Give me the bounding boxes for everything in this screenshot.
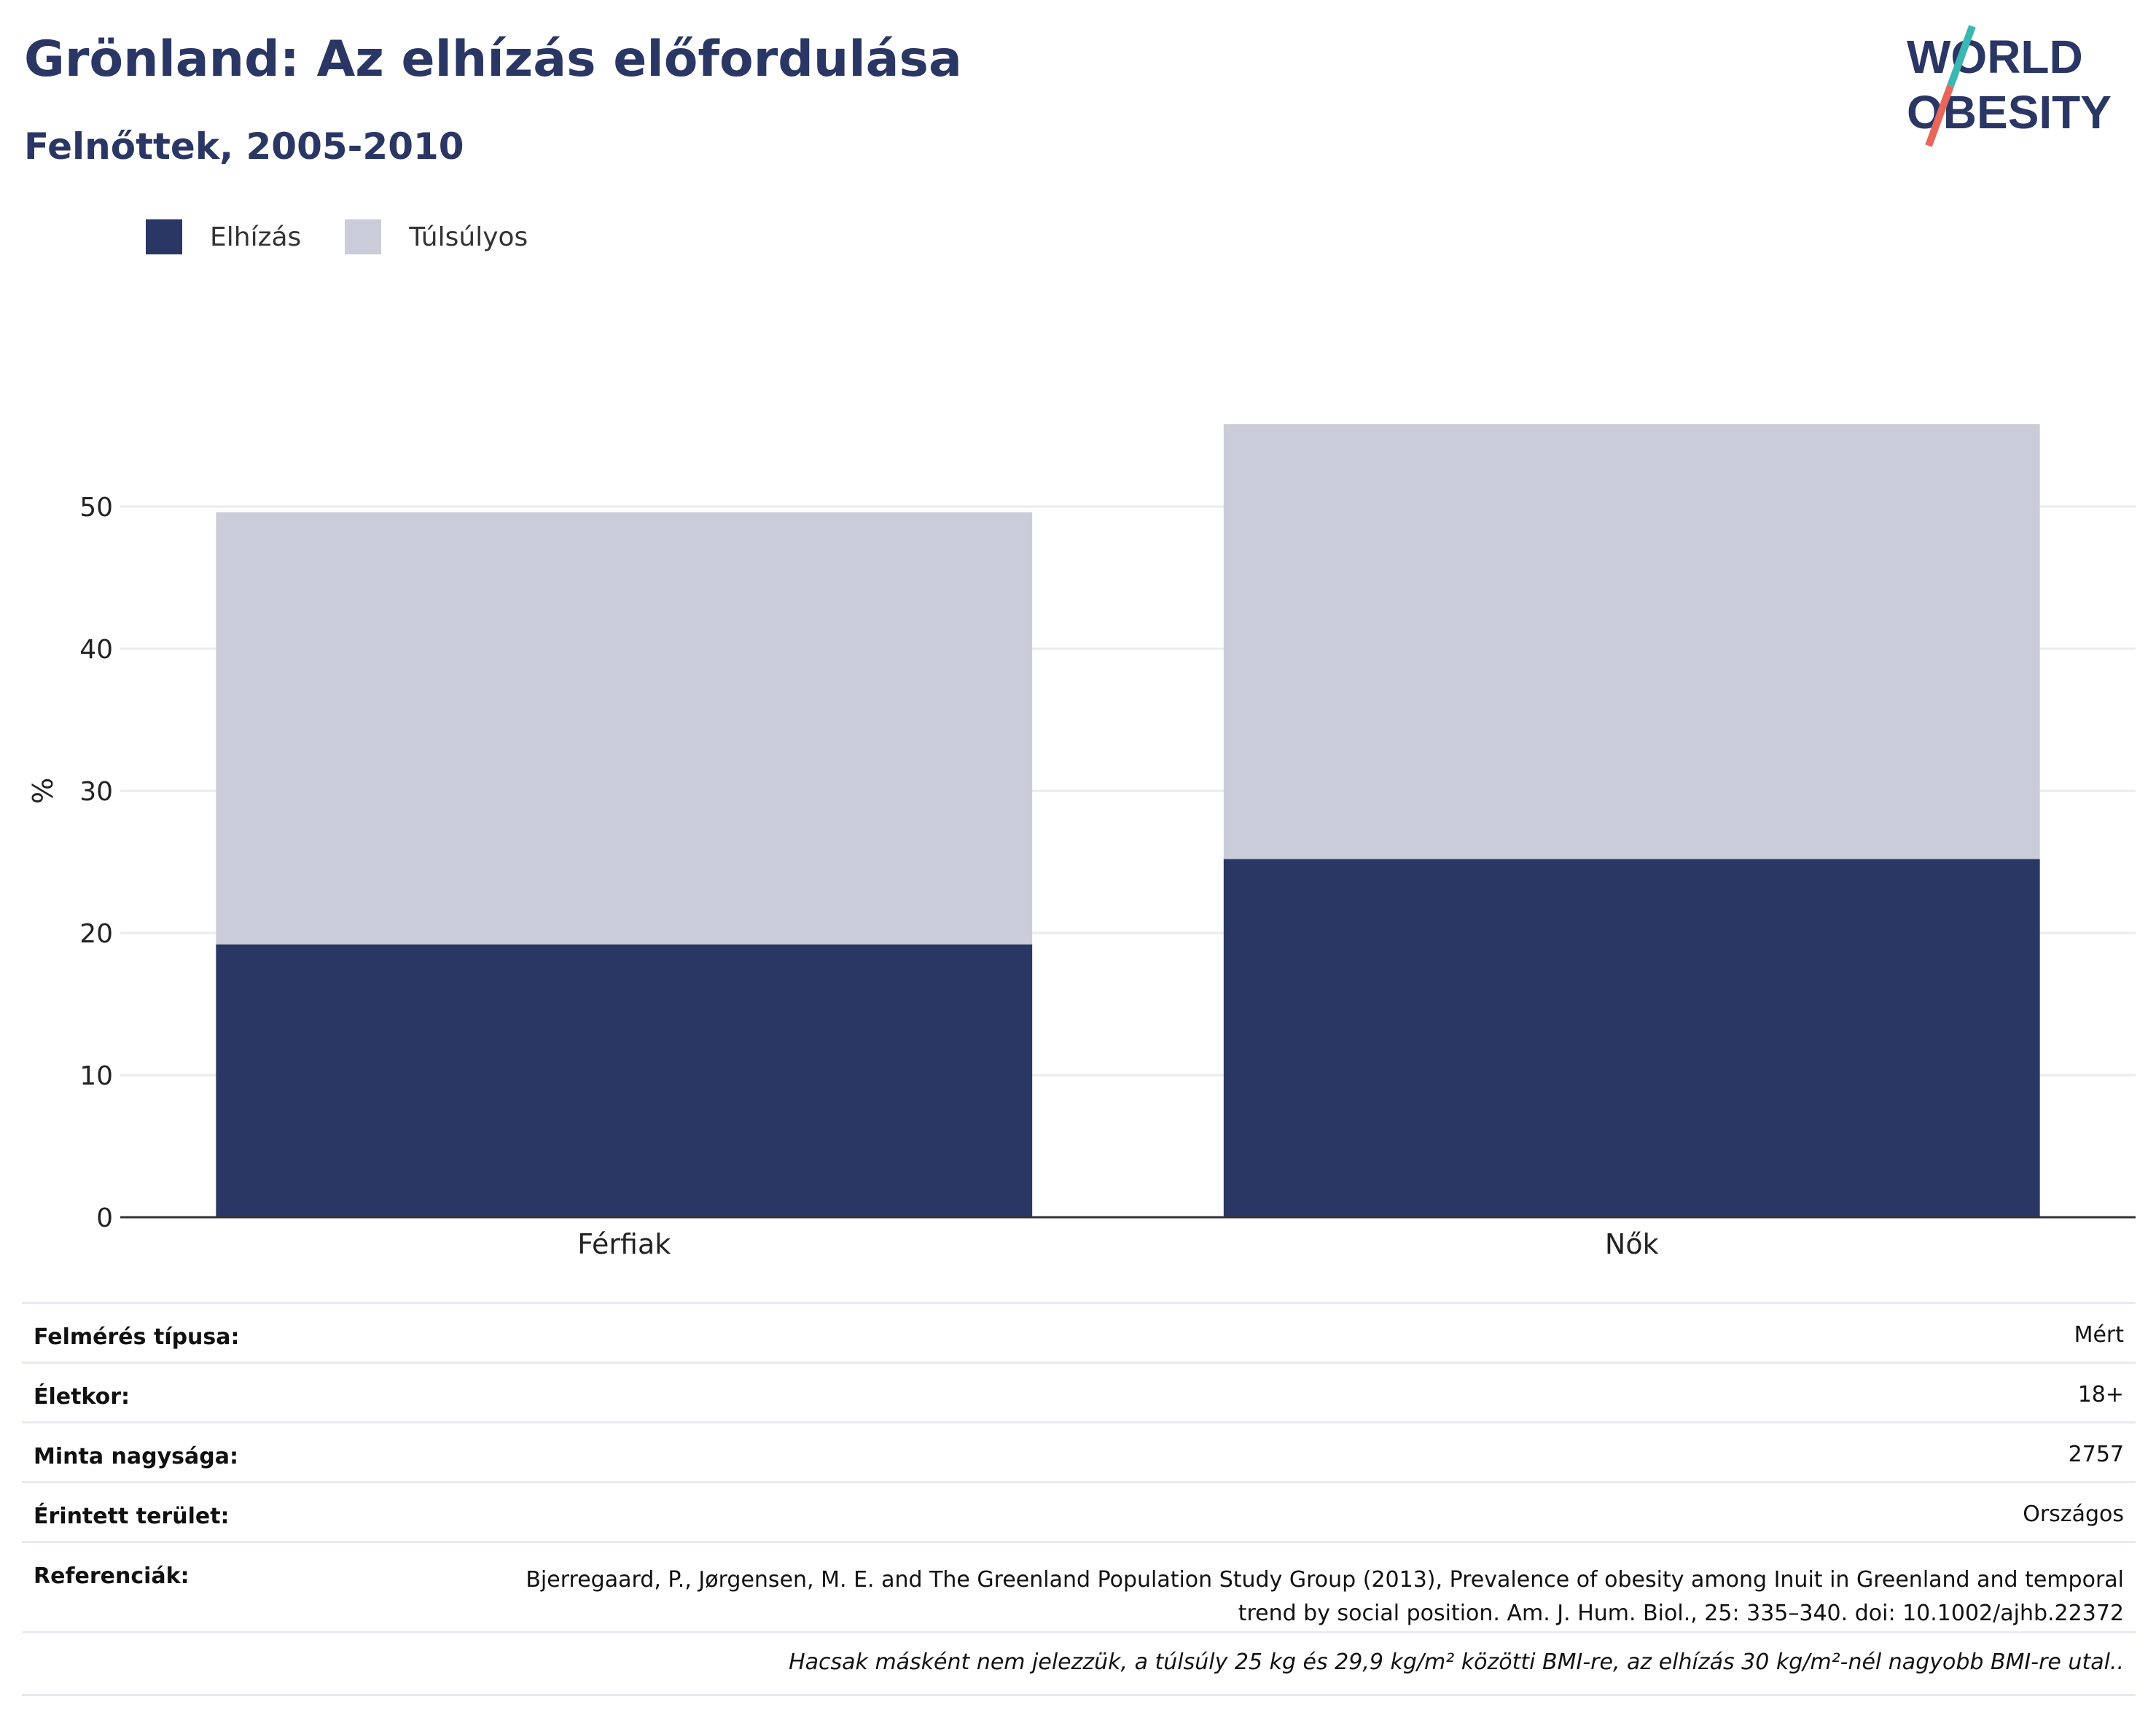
x-tick-label-0: Férfiak bbox=[577, 1228, 671, 1260]
bar-overweight-1 bbox=[1223, 423, 2040, 859]
y-axis-label: % bbox=[27, 778, 59, 804]
info-row-label: Felmérés típusa: bbox=[34, 1324, 240, 1350]
legend-label-obesity: Elhízás bbox=[210, 222, 302, 252]
bar-obesity-0 bbox=[216, 944, 1033, 1217]
bmi-definition-note: Hacsak másként nem jelezzük, a túlsúly 2… bbox=[22, 1631, 2136, 1696]
bar-overweight-0 bbox=[216, 512, 1033, 945]
info-row-label: Referenciák: bbox=[34, 1563, 190, 1589]
chart-title: Grönland: Az elhízás előfordulása bbox=[24, 31, 962, 88]
legend-item-obesity[interactable]: Elhízás bbox=[146, 219, 301, 254]
chart-legend: Elhízás Túlsúlyos bbox=[146, 219, 571, 255]
info-row-label: Érintett terület: bbox=[34, 1504, 230, 1529]
info-row-label: Életkor: bbox=[34, 1384, 130, 1410]
info-row: Felmérés típusa: Mért bbox=[22, 1302, 2136, 1362]
info-row: Referenciák: Bjerregaard, P., Jørgensen, … bbox=[22, 1541, 2136, 1631]
logo-slash-top bbox=[1947, 25, 1976, 87]
y-tick-label-0: 0 bbox=[96, 1203, 113, 1233]
logo-text-world: WORLD bbox=[1907, 31, 2083, 83]
info-row-value: 18+ bbox=[2077, 1382, 2124, 1407]
info-row: Életkor: 18+ bbox=[22, 1362, 2136, 1421]
y-tick-label-40: 40 bbox=[79, 635, 113, 665]
info-row-label: Minta nagysága: bbox=[34, 1444, 238, 1469]
y-tick-label-30: 30 bbox=[79, 777, 113, 807]
legend-label-overweight: Túlsúlyos bbox=[409, 222, 528, 252]
info-row-value: Bjerregaard, P., Jørgensen, M. E. and Th… bbox=[526, 1567, 2124, 1626]
x-tick-label-1: Nők bbox=[1605, 1228, 1659, 1260]
legend-swatch-overweight bbox=[345, 219, 382, 254]
info-row-value: Országos bbox=[2023, 1501, 2124, 1527]
survey-info-table: Felmérés típusa: Mért Életkor: 18+ Minta nag… bbox=[22, 1302, 2136, 1696]
info-row-value: Mért bbox=[2074, 1322, 2124, 1348]
info-row: Minta nagysága: 2757 bbox=[22, 1421, 2136, 1481]
legend-swatch-obesity bbox=[146, 219, 182, 254]
info-row-value: 2757 bbox=[2068, 1442, 2124, 1467]
world-obesity-logo: WORLD OBESITY bbox=[1907, 25, 2112, 147]
y-tick-label-20: 20 bbox=[79, 919, 113, 949]
info-row: Érintett terület: Országos bbox=[22, 1481, 2136, 1541]
y-tick-label-50: 50 bbox=[79, 493, 113, 523]
legend-item-overweight[interactable]: Túlsúlyos bbox=[345, 219, 528, 254]
y-tick-label-10: 10 bbox=[79, 1061, 113, 1091]
chart-subtitle: Felnőttek, 2005-2010 bbox=[24, 125, 464, 168]
bar-chart: 0 10 20 30 40 50% Férfiak Nők bbox=[27, 423, 2136, 1260]
logo-slash-bottom bbox=[1925, 85, 1954, 147]
bar-obesity-1 bbox=[1223, 859, 2040, 1217]
